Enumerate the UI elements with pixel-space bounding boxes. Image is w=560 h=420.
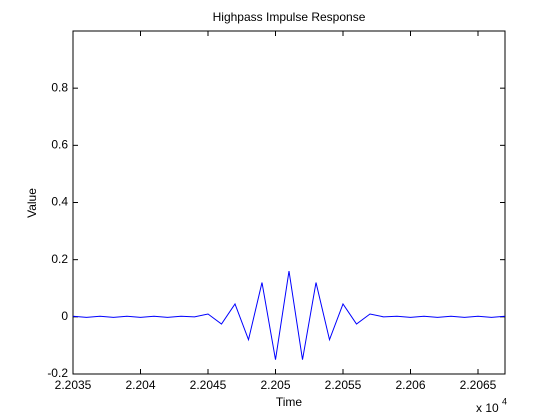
plot-area [72,30,506,375]
y-tick-label: -0.2 [47,366,68,380]
y-tick-label: 0.8 [51,80,68,94]
x-tick-label: 2.206 [395,378,425,392]
y-tick-label: 0 [61,309,68,323]
x-multiplier: x 10 [476,401,499,415]
x-tick-label: 2.2035 [55,378,92,392]
chart-title: Highpass Impulse Response [213,10,366,24]
x-tick-label: 2.2045 [190,378,227,392]
x-multiplier-exponent: 4 [502,396,507,406]
x-axis-label: Time [276,395,303,409]
x-tick-label: 2.2065 [460,378,497,392]
y-axis-label: Value [25,188,39,218]
x-tick-label: 2.204 [125,378,155,392]
y-tick-label: 0.2 [51,252,68,266]
x-tick-label: 2.2055 [325,378,362,392]
y-tick-label: 0.4 [51,195,68,209]
x-tick-label: 2.205 [260,378,290,392]
y-tick-label: 0.6 [51,138,68,152]
data-line [72,271,506,360]
